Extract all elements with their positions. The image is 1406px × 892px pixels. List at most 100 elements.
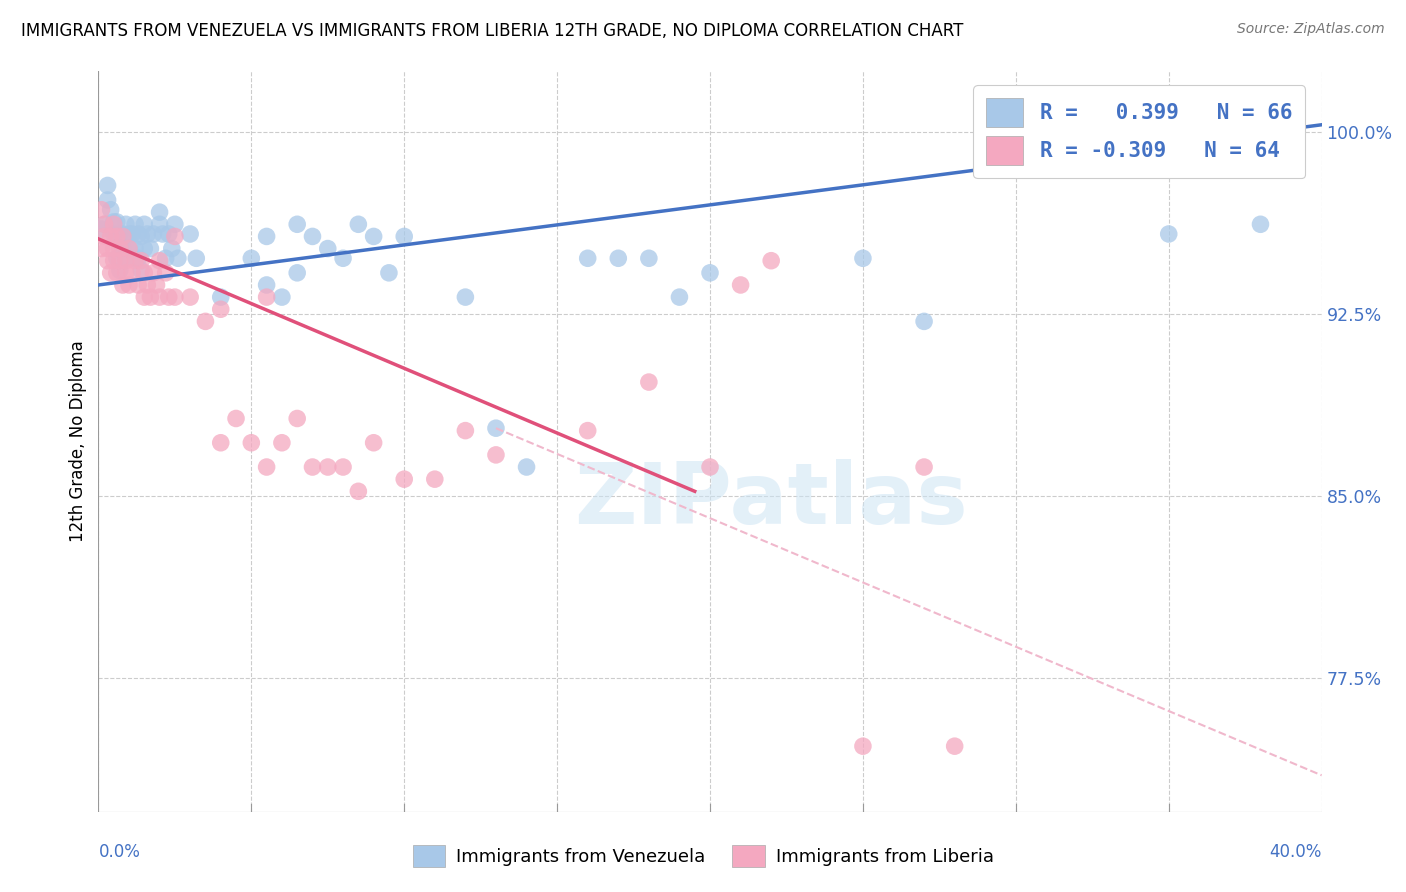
Point: [149, 290, 172, 304]
Point: [1157, 227, 1180, 241]
Point: [301, 460, 323, 475]
Point: [134, 242, 156, 256]
Point: [118, 242, 141, 256]
Point: [100, 229, 122, 244]
Point: [100, 266, 122, 280]
Point: [516, 460, 538, 475]
Point: [316, 242, 339, 256]
Point: [124, 217, 146, 231]
Point: [115, 217, 138, 231]
Point: [194, 314, 217, 328]
Point: [118, 242, 141, 256]
Point: [115, 253, 138, 268]
Point: [668, 290, 690, 304]
Point: [100, 202, 122, 217]
Point: [124, 253, 146, 268]
Point: [163, 290, 186, 304]
Point: [124, 242, 146, 256]
Point: [423, 472, 446, 486]
Point: [454, 290, 477, 304]
Point: [97, 178, 120, 193]
Point: [129, 229, 152, 244]
Point: [209, 435, 232, 450]
Point: [730, 277, 752, 292]
Point: [121, 252, 143, 266]
Point: [699, 460, 721, 475]
Point: [127, 227, 149, 241]
Point: [111, 242, 134, 256]
Point: [136, 227, 159, 241]
Point: [139, 242, 162, 256]
Point: [852, 739, 875, 754]
Point: [134, 266, 156, 280]
Point: [637, 252, 661, 266]
Text: IMMIGRANTS FROM VENEZUELA VS IMMIGRANTS FROM LIBERIA 12TH GRADE, NO DIPLOMA CORR: IMMIGRANTS FROM VENEZUELA VS IMMIGRANTS …: [21, 22, 963, 40]
Point: [392, 472, 416, 486]
Point: [97, 193, 120, 207]
Legend: R =   0.399   N = 66, R = -0.309   N = 64: R = 0.399 N = 66, R = -0.309 N = 64: [973, 86, 1305, 178]
Point: [90, 242, 112, 256]
Point: [378, 266, 401, 280]
Point: [485, 421, 508, 435]
Point: [607, 252, 630, 266]
Point: [485, 448, 508, 462]
Point: [270, 435, 292, 450]
Point: [121, 227, 143, 241]
Point: [103, 227, 125, 241]
Text: 40.0%: 40.0%: [1270, 843, 1322, 861]
Point: [105, 266, 128, 280]
Point: [167, 252, 190, 266]
Point: [90, 222, 112, 236]
Point: [136, 277, 159, 292]
Point: [115, 252, 138, 266]
Point: [129, 253, 152, 268]
Point: [157, 227, 180, 241]
Point: [142, 227, 165, 241]
Text: Source: ZipAtlas.com: Source: ZipAtlas.com: [1237, 22, 1385, 37]
Point: [943, 739, 966, 754]
Point: [108, 242, 131, 256]
Point: [108, 263, 131, 277]
Point: [256, 277, 278, 292]
Point: [149, 217, 172, 231]
Point: [108, 253, 131, 268]
Point: [270, 290, 292, 304]
Point: [699, 266, 721, 280]
Point: [118, 227, 141, 241]
Point: [103, 217, 125, 231]
Point: [121, 266, 143, 280]
Point: [129, 263, 152, 277]
Point: [103, 253, 125, 268]
Point: [111, 227, 134, 241]
Point: [332, 252, 354, 266]
Point: [363, 229, 385, 244]
Point: [285, 217, 308, 231]
Point: [301, 229, 323, 244]
Point: [93, 217, 115, 231]
Point: [127, 252, 149, 266]
Point: [392, 229, 416, 244]
Point: [363, 435, 385, 450]
Point: [160, 242, 183, 256]
Point: [576, 424, 599, 438]
Point: [134, 217, 156, 231]
Point: [97, 242, 120, 256]
Point: [155, 252, 177, 266]
Point: [256, 229, 278, 244]
Point: [1249, 217, 1271, 231]
Point: [103, 242, 125, 256]
Point: [163, 217, 186, 231]
Legend: Immigrants from Venezuela, Immigrants from Liberia: Immigrants from Venezuela, Immigrants fr…: [405, 838, 1001, 874]
Point: [285, 266, 308, 280]
Point: [105, 215, 128, 229]
Point: [852, 252, 875, 266]
Point: [332, 460, 354, 475]
Point: [179, 290, 201, 304]
Point: [93, 229, 115, 244]
Point: [103, 215, 125, 229]
Point: [111, 277, 134, 292]
Point: [759, 253, 782, 268]
Point: [256, 290, 278, 304]
Point: [163, 229, 186, 244]
Point: [90, 202, 112, 217]
